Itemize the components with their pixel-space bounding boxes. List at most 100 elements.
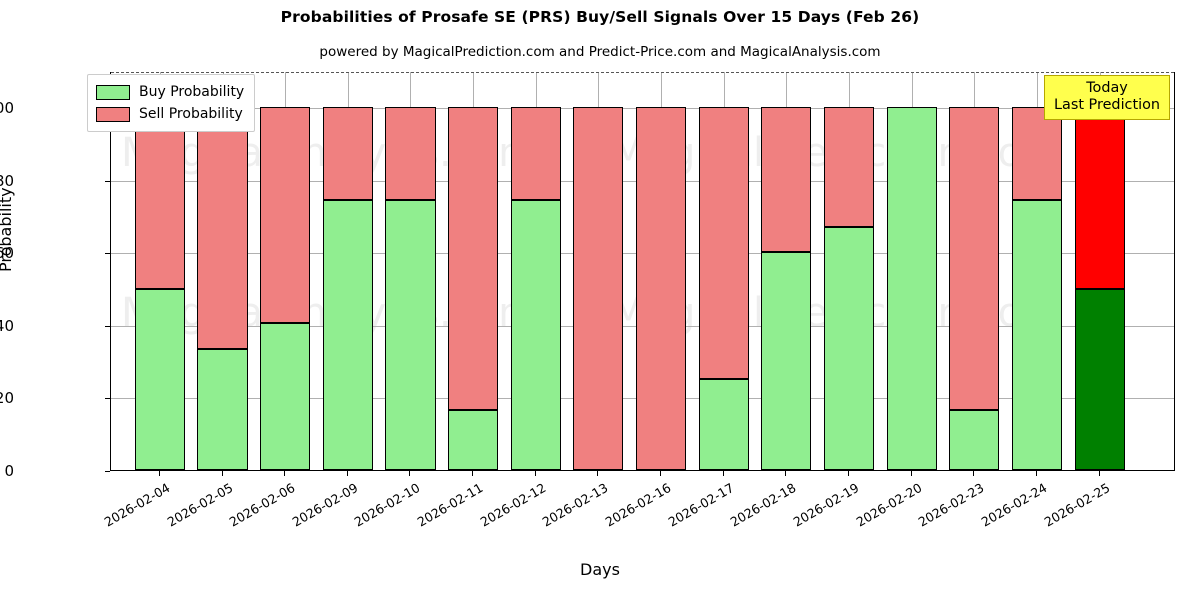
legend-label-sell: Sell Probability bbox=[139, 106, 243, 122]
legend-swatch-sell bbox=[96, 106, 130, 122]
bar[interactable] bbox=[197, 72, 248, 470]
bar-segment-sell bbox=[385, 107, 436, 200]
bar-segment-buy bbox=[322, 199, 373, 470]
x-axis-tick-label: 2026-02-16 bbox=[602, 480, 674, 530]
bar-segment-sell bbox=[949, 107, 1000, 411]
today-annotation-line1: Today bbox=[1086, 80, 1128, 96]
chart-legend: Buy Probability Sell Probability bbox=[87, 74, 256, 132]
bar[interactable] bbox=[510, 72, 561, 470]
bar-segment-sell bbox=[197, 107, 248, 349]
x-axis-tick-mark bbox=[1036, 471, 1037, 476]
x-axis-tick-mark bbox=[660, 471, 661, 476]
legend-label-buy: Buy Probability bbox=[139, 84, 245, 100]
bar-segment-sell bbox=[1074, 107, 1125, 289]
bar-segment-buy bbox=[823, 226, 875, 470]
bar[interactable] bbox=[385, 72, 436, 470]
bar-segment-sell bbox=[761, 107, 812, 253]
bar[interactable] bbox=[698, 72, 749, 470]
legend-item-sell: Sell Probability bbox=[96, 103, 244, 125]
y-axis-tick-mark bbox=[105, 471, 110, 472]
bar-segment-sell bbox=[573, 107, 624, 470]
y-axis-tick-label: 0 bbox=[4, 462, 14, 480]
bar[interactable] bbox=[260, 72, 311, 470]
y-axis-label: Probability bbox=[0, 187, 15, 272]
y-axis-tick-label: 100 bbox=[0, 99, 14, 118]
x-axis-tick-mark bbox=[472, 471, 473, 476]
x-axis-tick-mark bbox=[284, 471, 285, 476]
bar-segment-sell bbox=[635, 107, 687, 470]
x-axis-tick-mark bbox=[159, 471, 160, 476]
x-axis-tick-mark bbox=[535, 471, 536, 476]
x-axis-tick-mark bbox=[347, 471, 348, 476]
bar[interactable] bbox=[949, 72, 1000, 470]
x-axis-label: Days bbox=[580, 560, 620, 579]
y-axis-tick-mark bbox=[105, 180, 110, 182]
x-axis-tick-mark bbox=[222, 471, 223, 476]
x-axis-tick-label: 2026-02-09 bbox=[289, 480, 361, 530]
x-axis-tick-mark bbox=[1099, 471, 1100, 476]
bar-segment-buy bbox=[197, 348, 248, 470]
bar-segment-sell bbox=[260, 107, 311, 324]
x-axis-tick-label: 2026-02-12 bbox=[477, 480, 549, 530]
bar[interactable] bbox=[134, 72, 185, 470]
x-axis-tick-mark bbox=[973, 471, 974, 476]
bar-segment-buy bbox=[134, 288, 185, 470]
x-axis-tick-label: 2026-02-06 bbox=[226, 480, 298, 530]
bar-segment-sell bbox=[322, 107, 373, 200]
x-axis-tick-mark bbox=[409, 471, 410, 476]
chart-subtitle: powered by MagicalPrediction.com and Pre… bbox=[319, 44, 881, 60]
bar-segment-sell bbox=[698, 107, 749, 380]
bar-segment-buy bbox=[1011, 199, 1062, 470]
x-axis-tick-label: 2026-02-13 bbox=[539, 480, 611, 530]
bar-segment-buy bbox=[260, 323, 311, 470]
x-axis-tick-label: 2026-02-05 bbox=[164, 480, 235, 530]
bar-segment-sell bbox=[448, 107, 499, 411]
bar-segment-buy bbox=[385, 199, 436, 470]
bar[interactable] bbox=[761, 72, 812, 470]
x-axis-tick-label: 2026-02-10 bbox=[352, 480, 423, 530]
x-axis-tick-label: 2026-02-25 bbox=[1041, 480, 1113, 530]
today-annotation-line2: Last Prediction bbox=[1054, 96, 1161, 113]
y-axis-tick-label: 20 bbox=[0, 389, 14, 408]
x-axis-tick-label: 2026-02-04 bbox=[101, 480, 173, 530]
y-axis-tick-mark bbox=[105, 253, 110, 255]
bar[interactable] bbox=[573, 72, 624, 470]
bar-segment-buy bbox=[448, 410, 499, 470]
reference-line bbox=[111, 72, 1174, 73]
plot-inner: MagicalAnalysis.comMagicalPrediction.com… bbox=[111, 72, 1174, 470]
bar-segment-buy bbox=[761, 252, 812, 470]
bar[interactable] bbox=[448, 72, 499, 470]
x-axis-tick-label: 2026-02-24 bbox=[978, 480, 1050, 530]
x-axis-tick-label: 2026-02-19 bbox=[790, 480, 862, 530]
bar[interactable] bbox=[635, 72, 687, 470]
x-axis-tick-mark bbox=[848, 471, 849, 476]
x-axis-tick-mark bbox=[785, 471, 786, 476]
bar[interactable] bbox=[322, 72, 373, 470]
y-axis-tick-mark bbox=[105, 325, 110, 327]
bar-segment-buy bbox=[949, 410, 1000, 470]
plot-area: MagicalAnalysis.comMagicalPrediction.com… bbox=[110, 72, 1175, 471]
today-annotation: Today Last Prediction bbox=[1044, 75, 1171, 120]
bar-segment-sell bbox=[134, 107, 185, 289]
x-axis-tick-mark bbox=[597, 471, 598, 476]
x-axis-tick-label: 2026-02-18 bbox=[727, 480, 799, 530]
x-axis-tick-mark bbox=[911, 471, 912, 476]
bar-segment-sell bbox=[510, 107, 561, 200]
y-axis-tick-mark bbox=[105, 398, 110, 400]
bar[interactable] bbox=[886, 72, 937, 470]
bar-today[interactable] bbox=[1074, 72, 1125, 470]
bar-segment-buy bbox=[510, 199, 561, 470]
x-axis-tick-label: 2026-02-23 bbox=[915, 480, 987, 530]
x-axis-tick-label: 2026-02-20 bbox=[853, 480, 925, 530]
bar-segment-buy bbox=[698, 379, 749, 470]
y-axis-tick-label: 80 bbox=[0, 171, 14, 190]
legend-item-buy: Buy Probability bbox=[96, 81, 244, 103]
y-axis-tick-label: 60 bbox=[0, 244, 14, 263]
bar-segment-sell bbox=[823, 107, 875, 227]
x-axis-tick-label: 2026-02-11 bbox=[414, 480, 486, 530]
bar[interactable] bbox=[823, 72, 875, 470]
bar-segment-buy bbox=[886, 107, 937, 470]
bar-segment-buy bbox=[1074, 288, 1125, 470]
bar[interactable] bbox=[1011, 72, 1062, 470]
